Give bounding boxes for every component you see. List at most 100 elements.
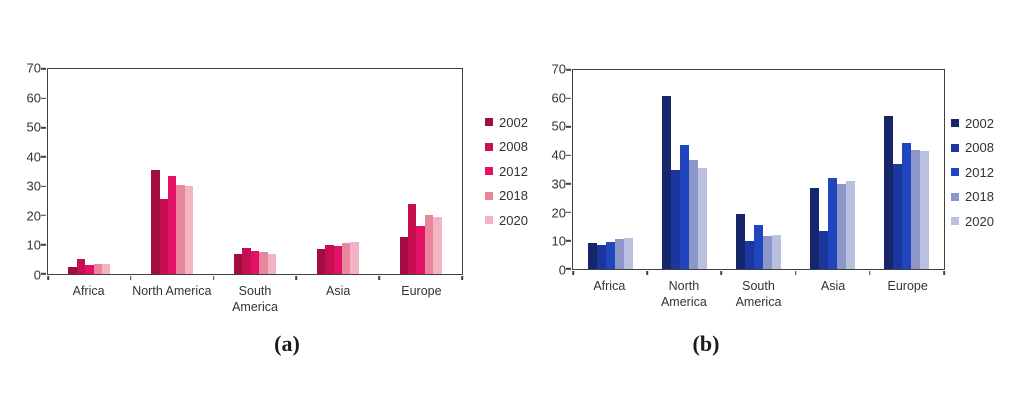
x-tick-mark: [378, 275, 380, 280]
bar-2008: [242, 247, 251, 274]
legend-swatch-icon: [951, 192, 959, 201]
bar-2018: [259, 252, 268, 274]
bar-2018: [93, 263, 102, 274]
legend-item-2018: 2018: [951, 189, 994, 205]
legend-label: 2018: [499, 188, 528, 203]
bar-2008: [159, 199, 168, 274]
x-axis-label: Asia: [820, 279, 846, 293]
x-axis-labels: Africa North America South America Asia Euro…: [47, 283, 463, 316]
legend: 2002 2008 2012 2018 2020: [485, 114, 528, 237]
bar-2020: [267, 253, 276, 274]
y-tick-mark: [566, 239, 571, 242]
y-tick-mark: [566, 69, 571, 71]
y-tick-label: 0: [558, 262, 566, 278]
y-tick-mark: [566, 211, 571, 213]
bar-2012: [416, 225, 425, 274]
plot-area: [566, 69, 945, 275]
y-tick-mark: [41, 243, 46, 246]
bar-group-north-america: [131, 69, 214, 274]
bar-2012: [250, 250, 260, 274]
bar-group-europe: [379, 69, 462, 274]
x-axis-label: Africa: [72, 284, 105, 298]
bar-2020: [101, 263, 111, 274]
bar-2002: [884, 115, 894, 269]
bar-2012: [168, 175, 177, 274]
legend-label: 2002: [965, 115, 994, 131]
bar-group-asia: [296, 69, 379, 274]
bar-2002: [316, 249, 326, 274]
legend-label: 2012: [965, 164, 994, 180]
y-tick-label: 60: [551, 90, 566, 106]
y-tick-mark: [41, 97, 46, 100]
x-tick-mark: [47, 275, 49, 280]
legend-item-2012: 2012: [951, 164, 994, 180]
legend-swatch-icon: [485, 118, 493, 126]
bar-2012: [754, 224, 763, 269]
y-tick-mark: [566, 97, 571, 100]
bar-2012: [85, 265, 94, 274]
legend-item-2002: 2002: [951, 115, 994, 131]
bar-2002: [661, 95, 671, 269]
x-axis-label: South America: [232, 284, 278, 315]
bar-group-asia: [796, 70, 870, 269]
x-axis-label: North America: [132, 284, 212, 298]
x-tick-mark: [295, 275, 298, 280]
legend-item-2020: 2020: [951, 213, 994, 229]
y-tick-label: 30: [26, 178, 41, 194]
y-tick-label: 50: [26, 119, 41, 135]
caption-b: (b): [692, 331, 720, 356]
legend-label: 2020: [965, 213, 994, 229]
x-tick-mark: [461, 275, 463, 280]
y-tick-mark: [566, 182, 571, 185]
x-tick-mark: [130, 275, 132, 280]
bar-2008: [596, 244, 606, 269]
y-tick-label: 10: [551, 233, 566, 249]
y-tick-mark: [41, 156, 46, 158]
x-tick-mark: [212, 275, 215, 280]
y-tick-label: 50: [551, 118, 566, 134]
bar-2008: [408, 203, 417, 274]
x-tick-mark: [720, 270, 723, 275]
bar-2020: [846, 180, 856, 269]
legend-label: 2008: [965, 140, 994, 155]
bar-2020: [697, 168, 707, 269]
x-axis-label: Asia: [326, 284, 351, 298]
legend-label: 2012: [499, 163, 528, 179]
bar-2012: [902, 142, 912, 269]
y-tick-label: 40: [551, 147, 566, 163]
bar-2002: [399, 237, 408, 274]
caption-a: (a): [274, 331, 300, 356]
bar-2020: [623, 237, 633, 269]
y-tick-mark: [566, 268, 571, 270]
legend-swatch-icon: [951, 168, 959, 176]
bar-2020: [184, 186, 194, 274]
y-tick-mark: [41, 68, 46, 70]
bar-2020: [350, 241, 359, 274]
bar-2020: [772, 234, 781, 269]
bar-group-europe: [870, 70, 944, 269]
bar-group-south-america: [214, 69, 297, 274]
bar-2020: [920, 151, 930, 269]
y-tick-mark: [566, 126, 571, 128]
bar-2018: [614, 239, 624, 269]
bar-2002: [736, 213, 745, 269]
bar-2020: [433, 216, 442, 274]
bar-2008: [893, 163, 903, 269]
legend-swatch-icon: [485, 191, 493, 200]
y-tick-label: 30: [551, 176, 566, 192]
bar-2018: [176, 184, 185, 274]
legend: 2002 2008 2012 2018 2020: [951, 115, 994, 238]
bar-2018: [837, 183, 847, 269]
legend-label: 2008: [499, 139, 528, 154]
legend-item-2012: 2012: [485, 163, 528, 179]
bar-2018: [341, 243, 351, 274]
legend-item-2008: 2008: [951, 140, 994, 156]
y-tick-label: 70: [26, 60, 41, 76]
legend-swatch-icon: [485, 167, 493, 175]
bar-group-south-america: [721, 70, 795, 269]
x-axis-label: Europe: [401, 284, 442, 298]
bar-group-africa: [573, 70, 647, 269]
y-axis-labels: 0 10 20 30 40 50 60 70: [5, 62, 41, 282]
bar-2012: [679, 145, 689, 269]
y-tick-mark: [41, 126, 46, 129]
